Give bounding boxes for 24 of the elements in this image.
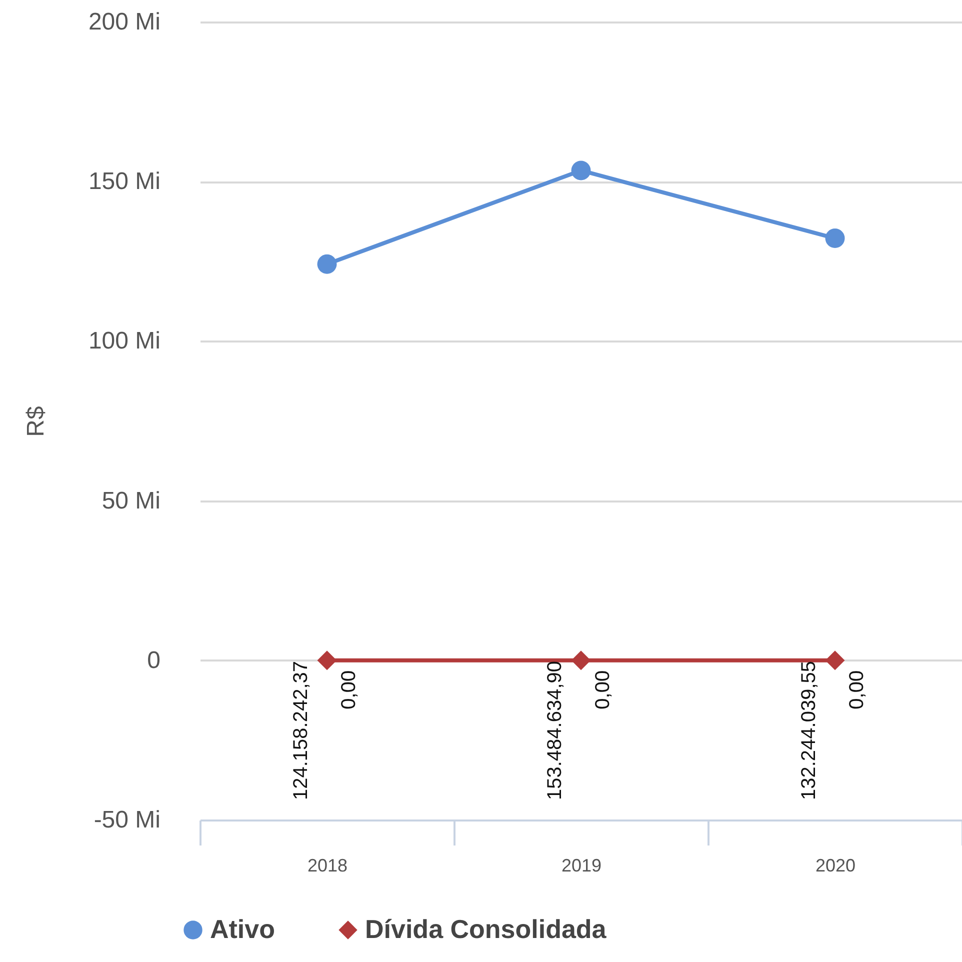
annotation: 132.244.039,55 (798, 660, 820, 800)
point (571, 650, 591, 670)
y-tick-label: -50 Mi (94, 806, 160, 834)
y-tick-label: 200 Mi (88, 8, 160, 36)
annotation: 153.484.634,90 (544, 660, 566, 800)
data-label: 0,00 (846, 670, 868, 710)
y-tick-label: 100 Mi (88, 328, 160, 355)
y-tick-label: 0 (147, 646, 160, 674)
legend-label: Dívida Consolidada (365, 914, 607, 944)
legend-label: Ativo (210, 914, 275, 944)
y-tick-label: 150 Mi (88, 168, 160, 196)
y-tick-label: 50 Mi (102, 487, 160, 514)
point (825, 650, 845, 670)
point (825, 228, 845, 248)
x-tick-label: 2018 (307, 856, 348, 876)
data-label: 0,00 (338, 670, 360, 710)
point (317, 650, 337, 670)
x-tick-label: 2020 (815, 856, 856, 876)
point (571, 160, 591, 180)
data-label: 0,00 (592, 670, 614, 710)
point (317, 254, 337, 274)
annotation: 124.158.242,37 (290, 660, 312, 800)
y-axis-title: R$ (22, 406, 50, 437)
x-tick-label: 2019 (561, 856, 602, 876)
